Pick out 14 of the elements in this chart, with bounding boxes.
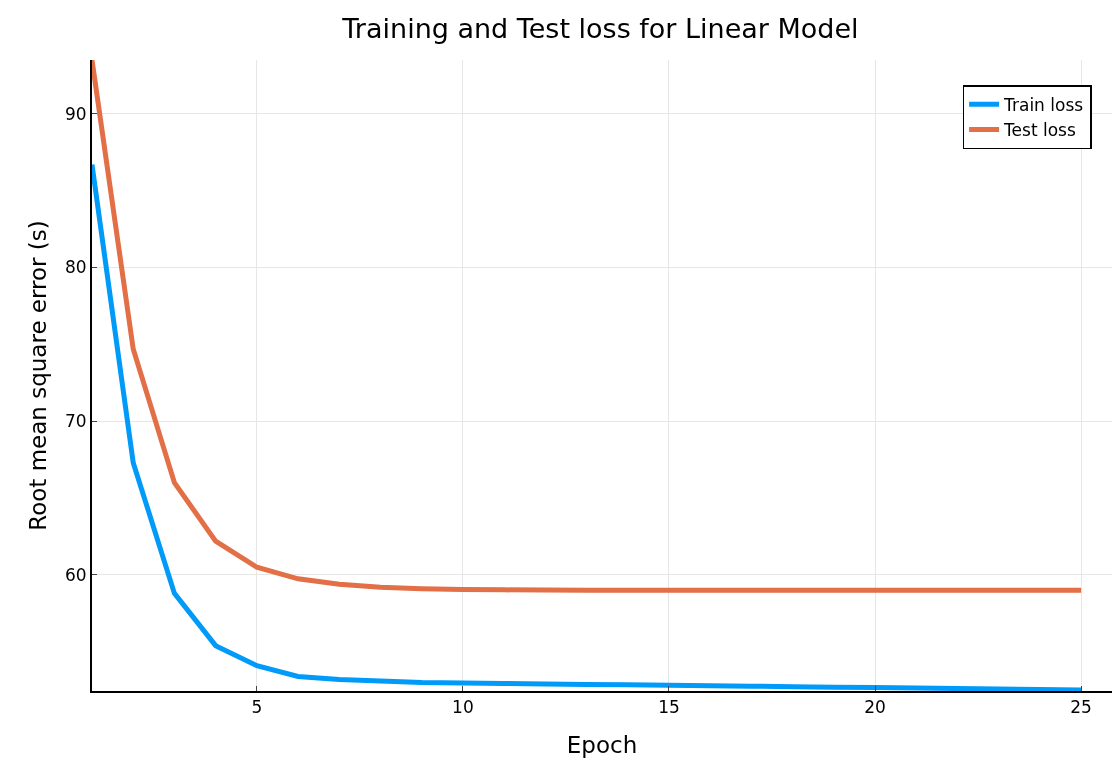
y-axis-title: Root mean square error (s): [24, 220, 51, 531]
y-tick-label: 80: [64, 257, 87, 278]
y-tick-label: 70: [64, 411, 87, 432]
x-tick-label: 10: [452, 697, 474, 718]
x-tick-label: 5: [251, 697, 263, 718]
chart-title: Training and Test loss for Linear Model: [341, 13, 859, 45]
x-tick-label: 25: [1070, 697, 1092, 718]
legend-label: Test loss: [1003, 120, 1076, 141]
x-tick-label: 20: [864, 697, 886, 718]
x-tick-label: 15: [658, 697, 680, 718]
y-tick-label: 60: [64, 564, 87, 585]
legend-label: Train loss: [1003, 94, 1084, 115]
x-axis-title: Epoch: [566, 731, 638, 758]
y-tick-label: 90: [64, 103, 87, 124]
